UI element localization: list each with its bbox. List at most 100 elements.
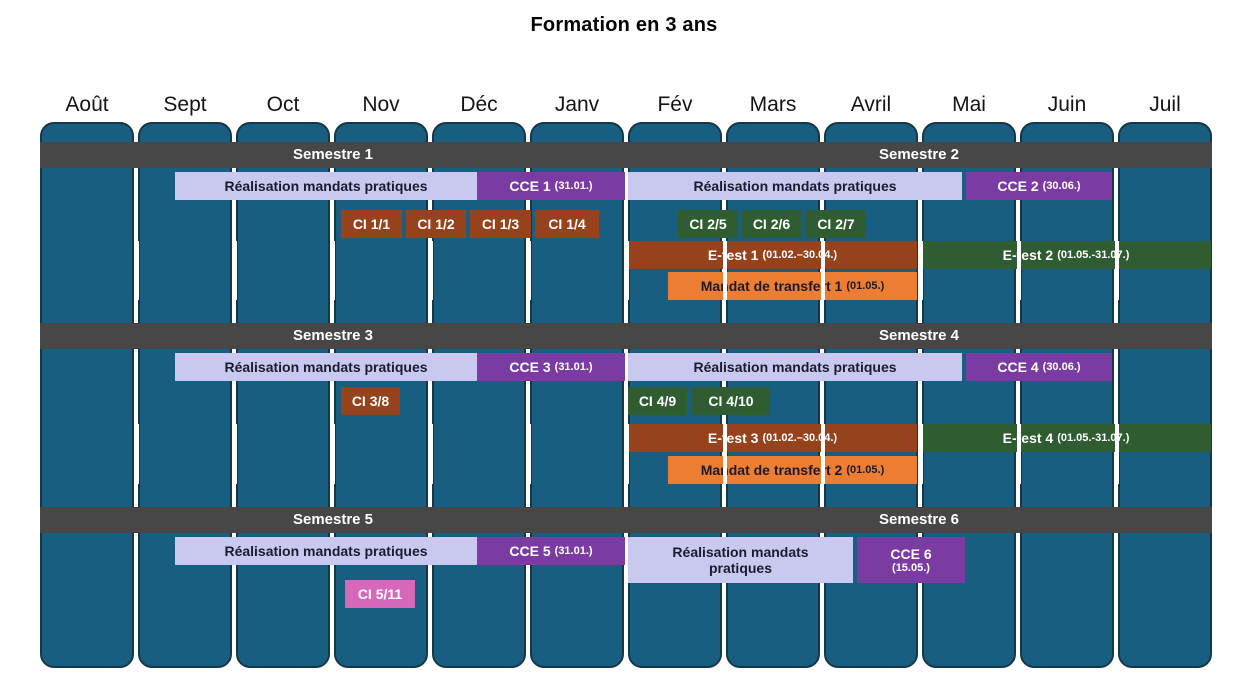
bar-etest-2-date: (01.05.-31.07.) — [1057, 248, 1130, 261]
bar-etest-2: E-test 2 (01.05.-31.07.) — [921, 241, 1211, 269]
bar-cce-3: CCE 3 (31.01.) — [477, 353, 625, 381]
bar-realisation-s4-label: Réalisation mandats pratiques — [693, 358, 897, 375]
month-label-2: Sept — [163, 93, 207, 116]
column-gap-line — [233, 241, 237, 300]
bar-ci-1-3: CI 1/3 — [470, 210, 531, 238]
month-label-8: Mars — [749, 93, 797, 116]
month-column-12 — [1118, 122, 1212, 668]
bar-ci-1-2: CI 1/2 — [406, 210, 466, 238]
semester-band-3: Semestre 5 Semestre 6 — [40, 507, 1212, 533]
bar-cce-6: CCE 6 (15.05.) — [857, 537, 965, 583]
month-label-4: Nov — [362, 93, 400, 116]
bar-realisation-s4: Réalisation mandats pratiques — [628, 353, 962, 381]
bar-realisation-s3: Réalisation mandats pratiques — [175, 353, 477, 381]
month-label-10: Mai — [952, 93, 986, 116]
column-gap-line — [821, 424, 825, 484]
column-gap-line — [429, 241, 433, 300]
bar-ci-5-11-label: CI 5/11 — [357, 585, 403, 602]
month-column-3 — [236, 122, 330, 668]
bar-ci-4-10: CI 4/10 — [692, 387, 770, 415]
bar-ci-1-4: CI 1/4 — [535, 210, 599, 238]
column-gap-line — [723, 424, 727, 484]
bar-cce-5-date: (31.01.) — [554, 544, 593, 557]
bar-cce-2: CCE 2 (30.06.) — [966, 172, 1112, 200]
bar-ci-4-9: CI 4/9 — [628, 387, 687, 415]
semester-label-4: Semestre 4 — [878, 327, 960, 344]
bar-ci-3-8: CI 3/8 — [341, 387, 400, 415]
bar-etest-1-label: E-test 1 — [707, 246, 759, 263]
month-column-9 — [824, 122, 918, 668]
bar-cce-3-date: (31.01.) — [554, 360, 593, 373]
column-gap-line — [135, 241, 139, 300]
bar-cce-5-label: CCE 5 — [509, 542, 551, 559]
bar-ci-2-7: CI 2/7 — [806, 210, 866, 238]
month-column-2 — [138, 122, 232, 668]
bar-etest-4-date: (01.05.-31.07.) — [1057, 431, 1130, 444]
bar-realisation-s3-label: Réalisation mandats pratiques — [224, 358, 428, 375]
month-label-5: Déc — [460, 93, 498, 116]
month-label-6: Janv — [554, 93, 600, 116]
month-label-3: Oct — [266, 93, 300, 116]
month-label-12: Juil — [1149, 93, 1181, 116]
bar-cce-4-date: (30.06.) — [1042, 360, 1081, 373]
bar-cce-6-date: (15.05.) — [892, 561, 930, 574]
bar-realisation-s6-label: Réalisation mandats pratiques — [672, 543, 809, 576]
column-gap-line — [527, 241, 531, 300]
bar-cce-1-date: (31.01.) — [554, 179, 593, 192]
bar-etest-4-label: E-test 4 — [1002, 429, 1054, 446]
bar-realisation-s2: Réalisation mandats pratiques — [628, 172, 962, 200]
bar-realisation-s1-label: Réalisation mandats pratiques — [224, 177, 428, 194]
month-column-10 — [922, 122, 1016, 668]
column-gap-line — [723, 241, 727, 300]
bar-ci-1-1: CI 1/1 — [341, 210, 402, 238]
month-label-7: Fév — [657, 93, 693, 116]
bar-cce-4: CCE 4 (30.06.) — [966, 353, 1112, 381]
bar-ci-3-8-label: CI 3/8 — [351, 392, 390, 409]
column-gap-line — [233, 424, 237, 484]
bar-ci-2-6: CI 2/6 — [742, 210, 801, 238]
bar-ci-1-4-label: CI 1/4 — [548, 215, 586, 232]
month-label-1: Août — [65, 93, 109, 116]
bar-ci-4-9-label: CI 4/9 — [638, 392, 677, 409]
column-gap-line — [625, 241, 629, 300]
bar-ci-2-5: CI 2/5 — [678, 210, 738, 238]
bar-realisation-s5: Réalisation mandats pratiques — [175, 537, 477, 565]
column-gap-line — [1017, 424, 1021, 484]
column-gap-line — [919, 424, 923, 484]
bar-cce-1-label: CCE 1 — [509, 177, 551, 194]
column-gap-line — [821, 241, 825, 300]
month-column-11 — [1020, 122, 1114, 668]
bar-mandat-1: Mandat de transfert 1 (01.05.) — [668, 272, 917, 300]
column-gap-line — [429, 424, 433, 484]
semester-label-2: Semestre 2 — [878, 146, 960, 163]
semester-band-1: Semestre 1 Semestre 2 — [40, 142, 1212, 168]
month-column-6 — [530, 122, 624, 668]
semester-label-1: Semestre 1 — [292, 146, 374, 163]
bar-mandat-1-label: Mandat de transfert 1 — [700, 277, 843, 294]
bar-cce-2-label: CCE 2 — [997, 177, 1039, 194]
column-gap-line — [919, 241, 923, 300]
bar-etest-1: E-test 1 (01.02.–30.04.) — [628, 241, 917, 269]
bar-realisation-s5-label: Réalisation mandats pratiques — [224, 542, 428, 559]
bar-etest-4: E-test 4 (01.05.-31.07.) — [921, 424, 1211, 452]
month-column-5 — [432, 122, 526, 668]
bar-ci-2-7-label: CI 2/7 — [817, 215, 855, 232]
bar-cce-1: CCE 1 (31.01.) — [477, 172, 625, 200]
bar-ci-1-2-label: CI 1/2 — [417, 215, 455, 232]
column-gap-line — [1115, 241, 1119, 300]
semester-label-5: Semestre 5 — [292, 511, 374, 528]
bar-etest-3-date: (01.02.–30.04.) — [762, 431, 838, 444]
bar-cce-4-label: CCE 4 — [997, 358, 1039, 375]
bar-ci-2-6-label: CI 2/6 — [752, 215, 791, 232]
column-gap-line — [527, 424, 531, 484]
bar-etest-3: E-test 3 (01.02.–30.04.) — [628, 424, 917, 452]
bar-etest-1-date: (01.02.–30.04.) — [762, 248, 838, 261]
column-gap-line — [331, 241, 335, 300]
column-gap-line — [625, 424, 629, 484]
page-title: Formation en 3 ans — [530, 14, 718, 36]
bar-ci-5-11: CI 5/11 — [345, 580, 415, 608]
semester-label-6: Semestre 6 — [878, 511, 960, 528]
bar-ci-1-3-label: CI 1/3 — [481, 215, 520, 232]
bar-realisation-s1: Réalisation mandats pratiques — [175, 172, 477, 200]
column-gap-line — [135, 424, 139, 484]
